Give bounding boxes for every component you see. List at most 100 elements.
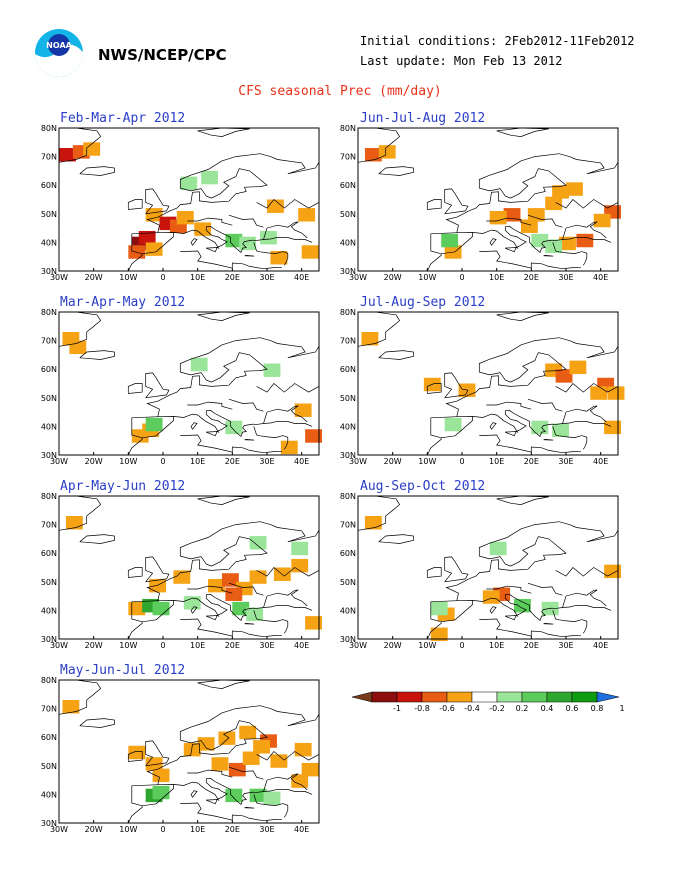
anomaly-cell	[194, 222, 211, 235]
anomaly-cell	[365, 516, 382, 529]
anomaly-cell	[128, 746, 145, 759]
y-tick-label: 80N	[340, 124, 356, 133]
x-tick-label: 20W	[384, 457, 402, 466]
coastline	[180, 619, 282, 637]
coastline	[264, 590, 308, 608]
x-tick-label: 30E	[259, 825, 274, 834]
anomaly-cell	[545, 240, 562, 253]
anomaly-cell	[483, 590, 500, 603]
panel-title-1: Feb-Mar-Apr 2012	[60, 111, 185, 126]
x-tick-label: 40E	[294, 641, 309, 650]
anomaly-cell	[201, 171, 218, 184]
y-tick-label: 80N	[340, 492, 356, 501]
y-tick-label: 70N	[41, 521, 57, 530]
y-tick-label: 40N	[41, 790, 57, 799]
map-frame	[59, 312, 319, 455]
anomaly-cell	[291, 542, 308, 555]
panel-title-3: Mar-Apr-May 2012	[60, 295, 185, 310]
legend-swatch	[497, 692, 522, 702]
coastline	[180, 803, 282, 821]
y-tick-label: 70N	[41, 153, 57, 162]
x-tick-label: 20E	[524, 457, 539, 466]
anomaly-cell	[594, 214, 611, 227]
x-tick-label: 10E	[190, 641, 205, 650]
map-panel-amj: 30W 20W 10W 0 10E 20E 30E 40E80N70N60N50N40N30N	[59, 496, 319, 639]
x-tick-label: 30E	[558, 457, 573, 466]
coastline	[206, 616, 217, 620]
anomaly-cell	[212, 757, 229, 770]
coastline	[497, 312, 549, 321]
anomaly-cell	[531, 421, 548, 434]
anomaly-cell	[146, 418, 163, 431]
map-frame	[358, 496, 618, 639]
chart-title: CFS seasonal Prec (mm/day)	[0, 84, 680, 99]
coastline	[128, 384, 142, 394]
svg-text:NOAA: NOAA	[46, 41, 72, 50]
coastline	[446, 338, 618, 417]
coastline	[505, 616, 516, 620]
anomaly-cell	[225, 588, 242, 601]
legend-tick-label: -0.4	[464, 704, 480, 713]
anomaly-cell	[218, 731, 235, 744]
coastline	[245, 255, 255, 256]
coastline	[245, 807, 255, 808]
x-tick-label: 10W	[119, 641, 137, 650]
coastline	[128, 200, 142, 210]
x-tick-label: 0	[459, 457, 464, 466]
x-tick-label: 10E	[190, 825, 205, 834]
anomaly-cell	[514, 599, 531, 612]
y-tick-label: 80N	[340, 308, 356, 317]
legend-swatch	[522, 692, 547, 702]
y-tick-label: 30N	[41, 819, 57, 828]
anomaly-cell	[66, 516, 83, 529]
coastline	[147, 338, 319, 417]
coastline	[128, 568, 142, 578]
map-frame	[358, 128, 618, 271]
coastline	[206, 248, 217, 252]
x-tick-label: 20W	[85, 641, 103, 650]
coastline	[427, 200, 441, 210]
y-tick-label: 70N	[340, 337, 356, 346]
coastline	[490, 607, 496, 614]
coastline	[245, 439, 255, 440]
coastline	[206, 432, 217, 436]
y-tick-label: 60N	[41, 733, 57, 742]
y-tick-label: 60N	[41, 181, 57, 190]
anomaly-cell	[590, 386, 607, 399]
y-tick-label: 40N	[340, 606, 356, 615]
legend-tick-label: 1	[619, 704, 624, 713]
map-panel-fma: 30W 20W 10W 0 10E 20E 30E 40E 80N 70N 60N 50N 40N 30N	[59, 128, 319, 271]
anomaly-cell	[250, 570, 267, 583]
x-tick-label: 20W	[85, 273, 103, 282]
x-tick-label: 20W	[384, 641, 402, 650]
y-tick-label: 30N	[41, 267, 57, 276]
coastline	[198, 312, 250, 321]
coastline	[479, 251, 581, 269]
anomaly-cell	[566, 182, 583, 195]
x-tick-label: 10W	[418, 457, 436, 466]
x-tick-label: 0	[459, 273, 464, 282]
x-tick-label: 30E	[558, 273, 573, 282]
x-tick-label: 10E	[489, 457, 504, 466]
anomaly-cell	[225, 789, 242, 802]
coastline	[198, 680, 250, 689]
coastline	[497, 128, 549, 137]
anomaly-cell	[298, 208, 315, 221]
coastline	[497, 496, 549, 505]
anomaly-cell	[490, 211, 507, 224]
x-tick-label: 40E	[593, 273, 608, 282]
x-tick-label: 40E	[593, 641, 608, 650]
coastline	[445, 189, 468, 214]
coastline	[257, 200, 319, 209]
legend-tick-label: 0.2	[516, 704, 529, 713]
coastline	[486, 402, 531, 409]
initial-conditions: Initial conditions: 2Feb2012-11Feb2012	[360, 34, 635, 48]
anomaly-cell	[302, 245, 319, 258]
last-update: Last update: Mon Feb 13 2012	[360, 54, 562, 68]
y-tick-label: 50N	[340, 394, 356, 403]
anomaly-cell	[146, 242, 163, 255]
coastline	[490, 423, 496, 430]
y-tick-label: 30N	[340, 635, 356, 644]
y-tick-label: 60N	[340, 365, 356, 374]
panel-title-2: Jun-Jul-Aug 2012	[360, 111, 485, 126]
